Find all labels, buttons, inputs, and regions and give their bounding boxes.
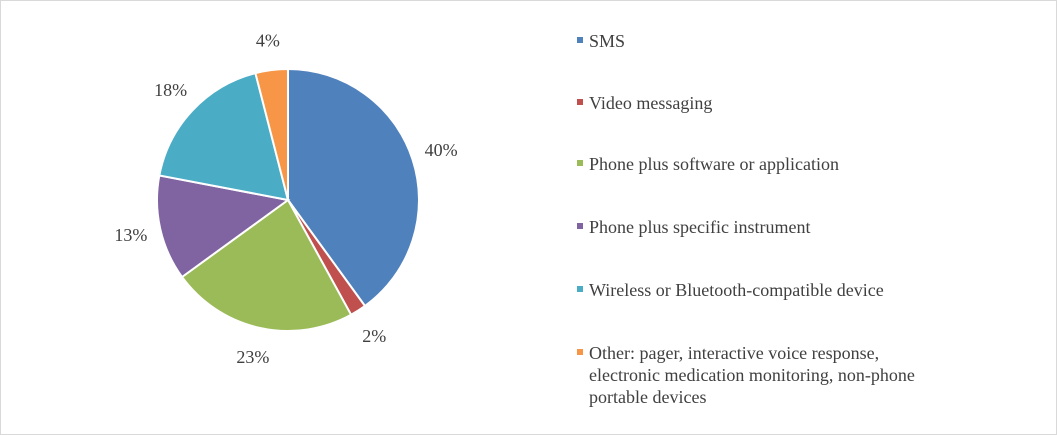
pie-slice-0 xyxy=(287,67,420,308)
data-label-4: 18% xyxy=(154,80,187,100)
data-label-5: 4% xyxy=(256,30,280,50)
legend-item-3: Phone plus specific instrument xyxy=(577,217,810,237)
pie-slice-5 xyxy=(254,67,289,201)
data-label-2: 23% xyxy=(236,347,269,367)
legend-label: Phone plus software or application xyxy=(589,154,839,174)
legend-item-1: Video messaging xyxy=(577,93,712,113)
data-label-0: 40% xyxy=(425,140,458,160)
pie-slice-2 xyxy=(180,198,353,332)
pie-slice-3 xyxy=(156,174,291,279)
legend-item-4: Wireless or Bluetooth-compatible device xyxy=(577,280,884,300)
legend-label: Wireless or Bluetooth-compatible device xyxy=(589,280,884,300)
pie-slice-4 xyxy=(158,71,290,202)
legend-item-2: Phone plus software or application xyxy=(577,154,839,174)
legend-label: electronic medication monitoring, non-ph… xyxy=(589,365,915,385)
legend-marker xyxy=(577,286,583,292)
legend-label: portable devices xyxy=(589,387,706,407)
legend-label: Other: pager, interactive voice response… xyxy=(589,343,879,363)
legend-label: Phone plus specific instrument xyxy=(589,217,810,237)
data-label-3: 13% xyxy=(114,225,147,245)
legend-label: SMS xyxy=(589,31,625,51)
legend-marker xyxy=(577,37,583,43)
legend-item-0: SMS xyxy=(577,31,625,51)
legend-marker xyxy=(577,99,583,105)
data-label-1: 2% xyxy=(362,326,386,346)
legend-marker xyxy=(577,223,583,229)
legend-marker xyxy=(577,349,583,355)
legend-label: Video messaging xyxy=(589,93,712,113)
legend-item-5: Other: pager, interactive voice response… xyxy=(577,343,915,407)
legend-marker xyxy=(577,160,583,166)
